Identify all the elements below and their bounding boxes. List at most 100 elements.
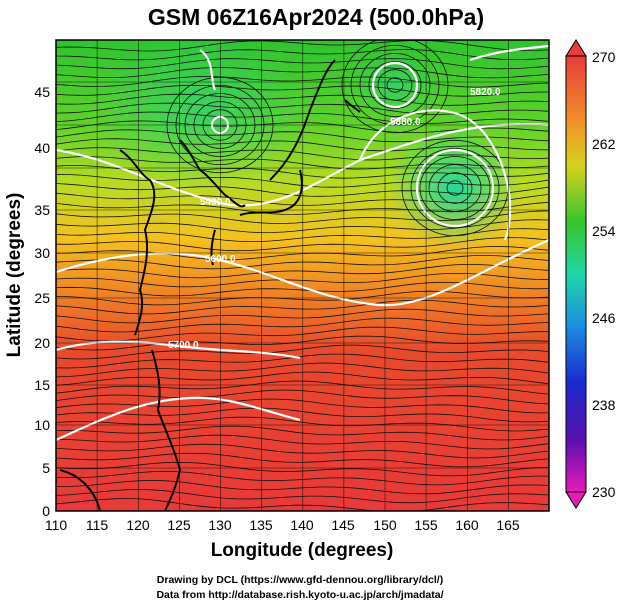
streamline	[56, 228, 549, 242]
streamline-vortex	[377, 69, 413, 101]
plot-frame	[55, 39, 550, 512]
streamline	[56, 290, 549, 306]
streamline	[56, 326, 548, 342]
streamline	[56, 380, 549, 395]
height-contours	[56, 44, 549, 442]
plot-area: 5400.0 5600.0 5700.0 5820.0 5880.0	[56, 40, 549, 511]
streamline	[56, 434, 549, 450]
chart-title: GSM 06Z16Apr2024 (500.0hPa)	[148, 4, 484, 30]
colorbar-tick-label: 238	[592, 397, 616, 413]
streamline	[56, 317, 549, 333]
streamline-vortex	[350, 45, 440, 125]
y-tick-label: 35	[34, 202, 50, 218]
streamline-vortex	[410, 147, 500, 228]
streamline	[56, 281, 549, 297]
streamline	[56, 138, 549, 152]
streamline	[56, 237, 549, 252]
streamline	[56, 111, 549, 124]
streamline-vortex	[419, 156, 491, 220]
x-tick-label: 145	[331, 517, 355, 533]
streamline	[56, 479, 549, 495]
streamline	[56, 398, 548, 414]
streamline-vortex	[446, 180, 464, 196]
streamline-vortex	[386, 77, 404, 93]
x-tick-label: 150	[373, 517, 397, 533]
colorbar-tick-label: 246	[592, 310, 616, 326]
y-tick-label: 45	[34, 84, 50, 100]
streamline	[56, 470, 548, 486]
streamline	[56, 425, 549, 441]
streamline	[56, 183, 549, 197]
y-tick-label: 30	[34, 245, 50, 261]
streamline	[56, 102, 549, 115]
contour-label: 5600.0	[205, 254, 236, 265]
colorbar: 270 262 254 246 238 230	[565, 39, 616, 509]
streamline	[56, 362, 549, 378]
streamline	[56, 67, 549, 79]
contour-label: 5400.0	[200, 197, 231, 208]
y-tick-label: 15	[34, 377, 50, 393]
streamline	[56, 129, 549, 143]
streamline	[56, 246, 549, 261]
streamline	[56, 344, 549, 360]
streamline	[56, 93, 549, 106]
streamline	[56, 201, 549, 215]
streamlines	[56, 40, 549, 511]
x-axis: 110 115 120 125 130 135 140 145 150 155 …	[45, 517, 520, 533]
y-tick-label: 40	[34, 140, 50, 156]
x-tick-label: 130	[208, 517, 232, 533]
streamline	[56, 299, 549, 315]
streamline	[56, 308, 549, 324]
colorbar-tick-label: 262	[592, 136, 616, 152]
streamline	[56, 58, 549, 70]
contour-label: 5820.0	[470, 87, 501, 98]
y-tick-label: 10	[34, 417, 50, 433]
contour-label: 5880.0	[390, 117, 421, 128]
x-axis-title: Longitude (degrees)	[211, 540, 394, 561]
streamline	[56, 461, 549, 477]
x-tick-label: 140	[290, 517, 314, 533]
low-pressure-center-northeast	[390, 126, 520, 250]
x-tick-label: 165	[496, 517, 520, 533]
streamline	[56, 173, 549, 188]
colorbar-tick-label: 230	[592, 484, 616, 500]
streamline	[56, 40, 549, 52]
streamline-vortex	[428, 164, 482, 212]
streamline	[56, 498, 549, 511]
x-tick-label: 155	[414, 517, 438, 533]
streamline	[56, 443, 549, 459]
streamline	[56, 84, 549, 97]
streamline	[56, 489, 549, 504]
streamline	[56, 147, 549, 161]
streamline-vortex	[341, 40, 449, 134]
y-tick-label: 0	[42, 503, 50, 519]
x-tick-label: 125	[167, 517, 191, 533]
streamline-vortex	[359, 53, 431, 117]
streamline	[56, 264, 549, 279]
colorbar-top-triangle	[565, 39, 587, 57]
streamline-vortex	[437, 172, 473, 204]
y-axis: 0 5 10 15 20 25 30 35 40 45	[34, 84, 50, 519]
streamline	[56, 255, 549, 270]
streamline	[56, 416, 549, 432]
x-tick-label: 135	[249, 517, 273, 533]
streamline	[56, 192, 549, 206]
y-tick-label: 20	[34, 335, 50, 351]
y-tick-label: 25	[34, 290, 50, 306]
x-tick-label: 120	[126, 517, 150, 533]
y-tick-label: 5	[42, 460, 50, 476]
credit-data-source: Data from http://database.rish.kyoto-u.a…	[156, 589, 443, 601]
streamline	[56, 371, 549, 386]
x-tick-label: 160	[455, 517, 479, 533]
y-axis-title: Latitude (degrees)	[4, 193, 25, 358]
x-tick-label: 110	[45, 517, 68, 533]
x-tick-label: 115	[86, 517, 109, 533]
streamline	[56, 49, 549, 61]
streamline	[56, 75, 549, 88]
streamline-vortex	[368, 61, 422, 109]
contour-label: 5700.0	[168, 340, 199, 351]
colorbar-gradient	[565, 55, 587, 493]
grid-lines	[56, 40, 549, 511]
streamline	[56, 389, 549, 405]
